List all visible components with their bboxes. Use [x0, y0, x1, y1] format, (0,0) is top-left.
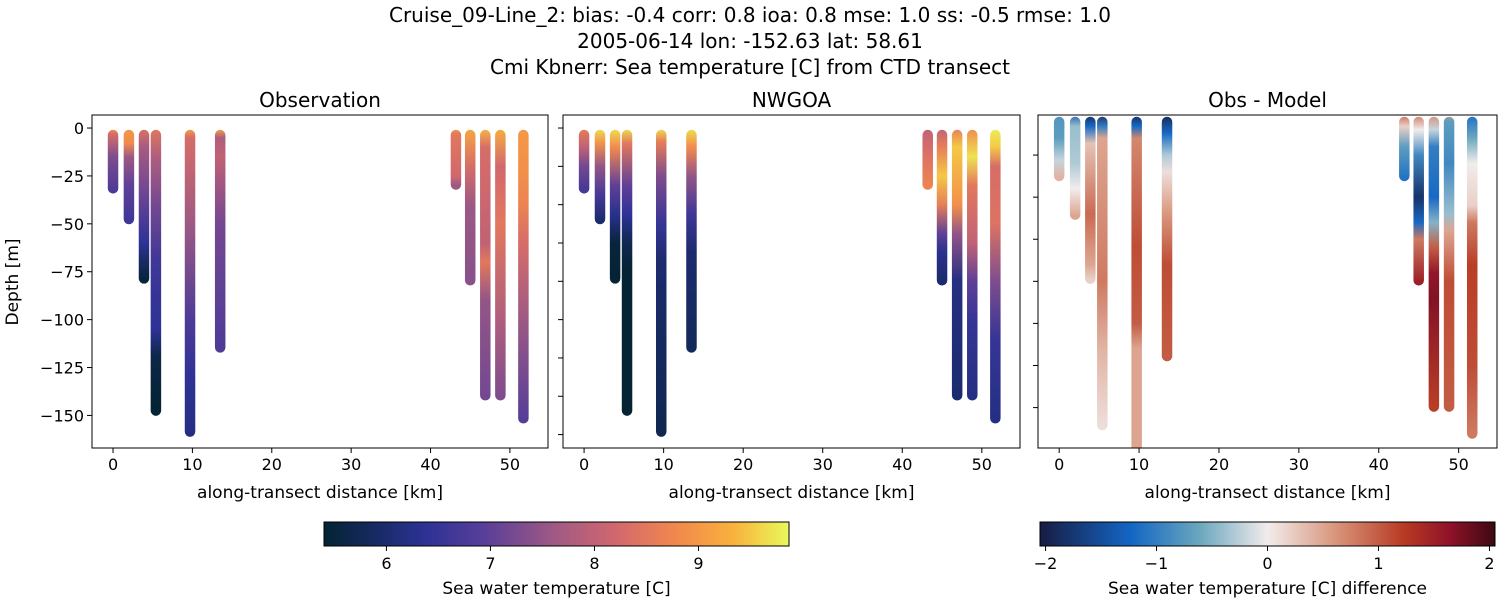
- profiles: [107, 129, 529, 437]
- profiles: [1053, 116, 1478, 448]
- y-tick-label: −125: [40, 359, 84, 378]
- x-tick-label: 40: [1369, 455, 1389, 474]
- x-tick-label: 20: [1209, 455, 1229, 474]
- x-tick-label: 0: [108, 455, 118, 474]
- x-tick-label: 10: [1129, 455, 1149, 474]
- y-tick-label: −100: [40, 311, 84, 330]
- y-tick-label: −25: [50, 167, 84, 186]
- x-tick-label: 40: [892, 455, 912, 474]
- colorbar-1: −2 −1 0 1 2 Sea water temperature [C] differe…: [1034, 521, 1496, 599]
- colorbar-tick-label: −1: [1145, 554, 1169, 573]
- panel-title: Observation: [259, 88, 381, 112]
- x-tick-label: 10: [653, 455, 673, 474]
- x-tick-label: 20: [262, 455, 282, 474]
- x-tick-label: 50: [500, 455, 520, 474]
- colorbar-label: Sea water temperature [C] difference: [1108, 579, 1427, 599]
- axes-frame: [91, 114, 549, 449]
- colorbar-label: Sea water temperature [C]: [442, 579, 670, 599]
- x-tick-label: 30: [813, 455, 833, 474]
- x-tick-label: 30: [1289, 455, 1309, 474]
- x-tick-label: 0: [1054, 455, 1064, 474]
- panel-1: 0 10 20 30 40 50 NWGOA along-transect distance …: [558, 88, 1021, 503]
- colorbar-tick-label: −2: [1034, 554, 1058, 573]
- title-line-2: 2005-06-14 lon: -152.63 lat: 58.61: [577, 29, 923, 53]
- colorbar-tick-label: 8: [589, 554, 599, 573]
- x-tick-label: 50: [972, 455, 992, 474]
- x-axis-label: along-transect distance [km]: [669, 483, 915, 503]
- x-axis-label: along-transect distance [km]: [1145, 483, 1391, 503]
- colorbar-tick-label: 2: [1484, 554, 1494, 573]
- colorbar-bar: [1039, 521, 1496, 547]
- colorbar-tick-label: 7: [485, 554, 495, 573]
- y-tick-label: −75: [50, 263, 84, 282]
- panel-title: Obs - Model: [1208, 88, 1327, 112]
- profiles: [578, 129, 1001, 437]
- x-tick-label: 0: [579, 455, 589, 474]
- x-axis-label: along-transect distance [km]: [197, 483, 443, 503]
- x-tick-label: 30: [341, 455, 361, 474]
- title-line-1: Cruise_09-Line_2: bias: -0.4 corr: 0.8 i…: [388, 3, 1112, 27]
- panel-title: NWGOA: [752, 88, 832, 112]
- colorbar-tick-label: 9: [693, 554, 703, 573]
- title-line-3: Cmi Kbnerr: Sea temperature [C] from CTD…: [490, 55, 1010, 79]
- colorbar-tick-label: 6: [381, 554, 391, 573]
- colorbar-bar: [323, 521, 790, 547]
- colorbar-tick-label: 0: [1262, 554, 1272, 573]
- x-tick-label: 10: [182, 455, 202, 474]
- y-tick-label: −150: [40, 406, 84, 425]
- panel-2: 0 10 20 30 40 50 Obs - Model along-transect dis…: [1033, 88, 1498, 503]
- y-tick-label: −50: [50, 215, 84, 234]
- colorbar-tick-label: 1: [1373, 554, 1383, 573]
- x-tick-label: 20: [733, 455, 753, 474]
- x-tick-label: 50: [1448, 455, 1468, 474]
- y-tick-label: 0: [74, 119, 84, 138]
- y-axis-label: Depth [m]: [3, 238, 23, 325]
- panel-0: 0 10 20 30 40 50 0 −25 −50 −75 −100 −125 −150 Observa…: [3, 88, 549, 503]
- x-tick-label: 40: [420, 455, 440, 474]
- colorbar-0: 6 7 8 9 Sea water temperature [C]: [323, 521, 790, 599]
